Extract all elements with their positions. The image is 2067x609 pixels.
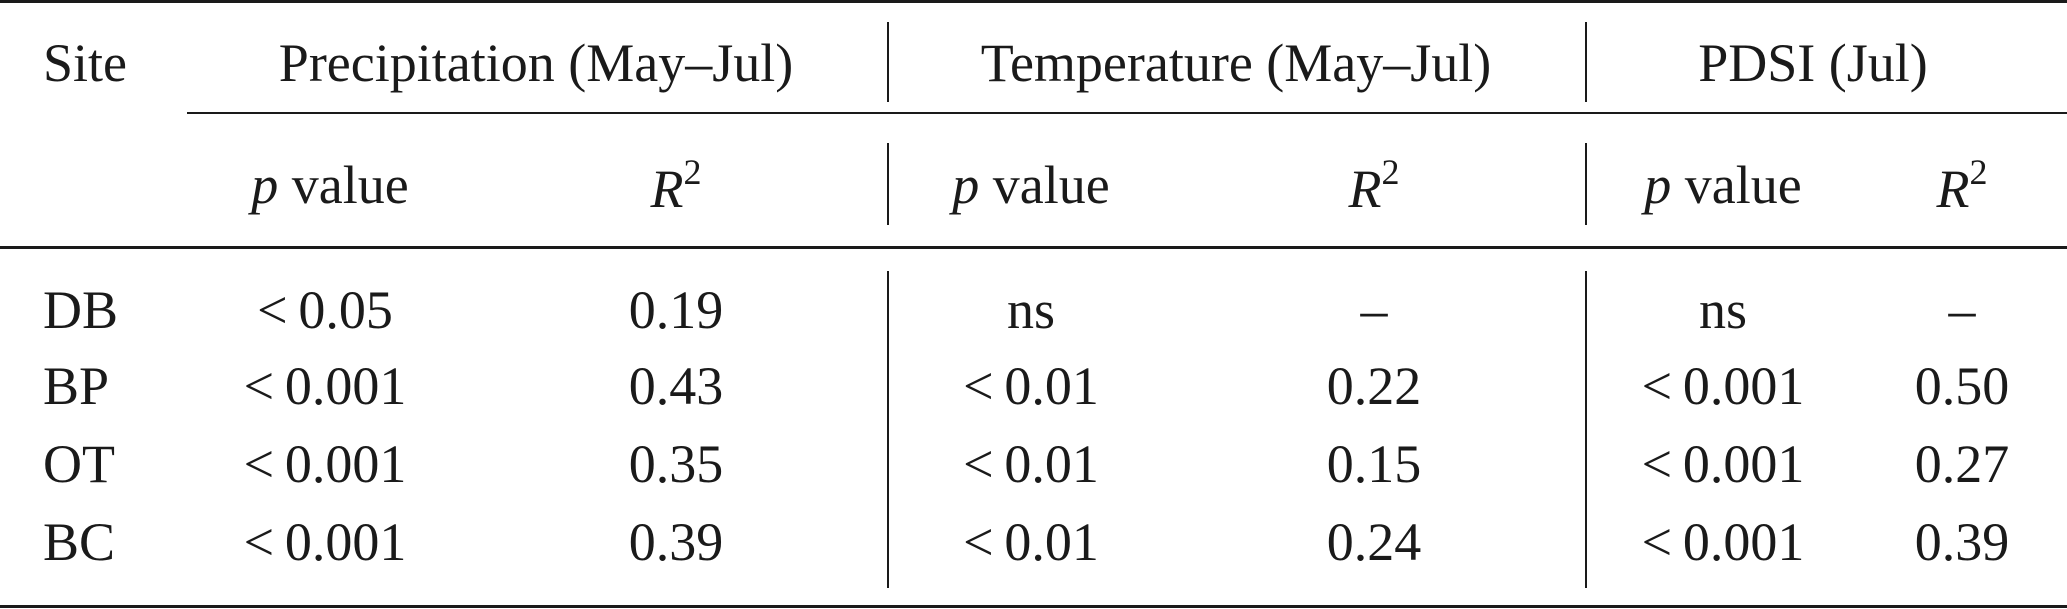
vertical-rule-2-top: [1585, 22, 1587, 102]
table-cell: < 0.01: [963, 434, 1099, 494]
table-cell: < 0.001: [243, 512, 407, 572]
table-cell: –: [1360, 280, 1388, 340]
table-cell: 0.27: [1914, 434, 2010, 494]
table-cell: < 0.05: [257, 280, 393, 340]
table-cell: < 0.01: [963, 356, 1099, 416]
group-underline-rule: [187, 112, 2067, 114]
table-cell: 0.35: [628, 434, 724, 494]
table-cell: 0.39: [1914, 512, 2010, 572]
table-cell: 0.43: [628, 356, 724, 416]
vertical-rule-2-body: [1585, 271, 1587, 588]
table-cell: < 0.01: [963, 512, 1099, 572]
p-value-header-precipitation: p value: [251, 155, 409, 215]
table-cell: 0.24: [1326, 512, 1422, 572]
vertical-rule-2-mid: [1585, 143, 1587, 225]
vertical-rule-1-mid: [887, 143, 889, 225]
bottom-rule: [0, 605, 2067, 608]
table-cell: 0.22: [1326, 356, 1422, 416]
group-header-pdsi: PDSI (Jul): [1698, 33, 1928, 93]
table-cell: 0.19: [628, 280, 724, 340]
table-row-site: OT: [43, 434, 115, 494]
table-cell: < 0.001: [243, 434, 407, 494]
header-bottom-rule: [0, 246, 2067, 249]
table-cell: < 0.001: [1641, 434, 1805, 494]
r2-header-precipitation: R2: [650, 152, 702, 219]
table-cell: ns: [1006, 280, 1056, 340]
site-header: Site: [43, 33, 128, 93]
top-rule: [0, 0, 2067, 3]
table-cell: < 0.001: [243, 356, 407, 416]
table-cell: 0.15: [1326, 434, 1422, 494]
table-cell: ns: [1698, 280, 1748, 340]
r2-header-pdsi: R2: [1936, 152, 1988, 219]
table-cell: 0.50: [1914, 356, 2010, 416]
p-value-header-temperature: p value: [952, 155, 1110, 215]
vertical-rule-1-top: [887, 22, 889, 102]
table-row-site: BP: [43, 356, 110, 416]
table-cell: 0.39: [628, 512, 724, 572]
p-value-header-pdsi: p value: [1644, 155, 1802, 215]
table-cell: < 0.001: [1641, 512, 1805, 572]
table-row-site: DB: [43, 280, 119, 340]
table-cell: –: [1948, 280, 1976, 340]
group-header-precipitation: Precipitation (May–Jul): [278, 33, 794, 93]
table-cell: < 0.001: [1641, 356, 1805, 416]
group-header-temperature: Temperature (May–Jul): [980, 33, 1492, 93]
r2-header-temperature: R2: [1348, 152, 1400, 219]
vertical-rule-1-body: [887, 271, 889, 588]
table-row-site: BC: [43, 512, 116, 572]
